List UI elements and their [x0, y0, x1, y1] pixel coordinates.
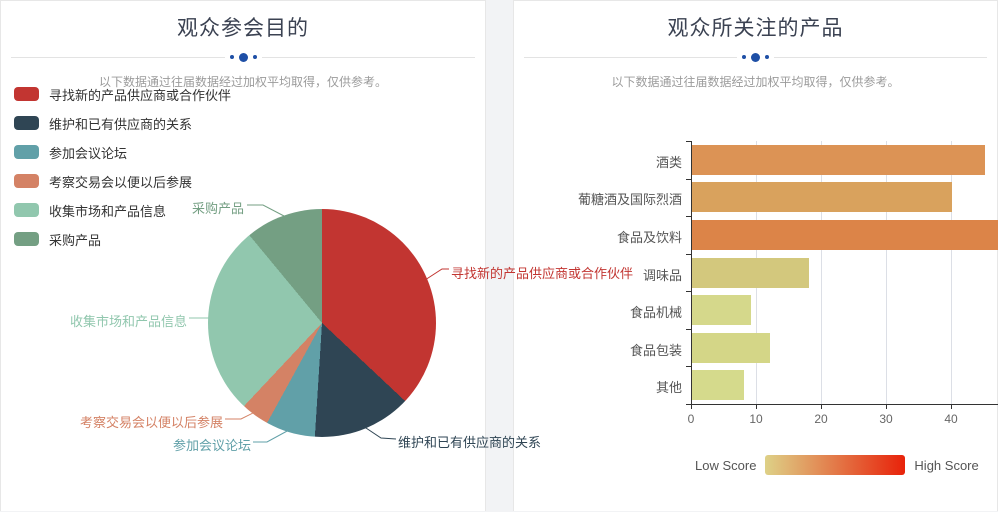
visual-map-high-label: High Score: [914, 457, 979, 473]
pie-panel: 观众参会目的 以下数据通过往届数据经过加权平均取得，仅供参考。 寻找新的产品供应…: [0, 0, 633, 511]
x-tick-label-0: 0: [687, 412, 695, 426]
divider-dot-small-left: [229, 55, 234, 59]
y-tick-4: [686, 291, 691, 293]
bar-1[interactable]: [692, 182, 952, 213]
legend-item-0[interactable]: 寻找新的产品供应商或合作伙伴: [14, 87, 232, 103]
x-tick-0: [691, 404, 692, 409]
legend-item-5[interactable]: 采购产品: [14, 232, 231, 248]
pie-label-line-1: [362, 425, 397, 440]
divider-dot-large: [751, 52, 760, 62]
bar-panel-title: 观众所关注的产品: [667, 17, 844, 40]
bar-6[interactable]: [692, 370, 744, 401]
x-tick-label-40: 40: [944, 412, 958, 426]
legend-label: 考察交易会以便以后参展: [49, 174, 193, 190]
y-tick-2: [686, 216, 691, 218]
divider-dot-small-right: [252, 55, 257, 59]
divider-dot-small-right: [765, 55, 769, 59]
divider-rule-right: [774, 56, 987, 58]
pie-slice-label-4: 收集市场和产品信息: [69, 314, 187, 329]
title-divider: [524, 52, 987, 62]
bar-panel-subtitle: 以下数据通过往届数据经过加权平均取得，仅供参考。: [611, 75, 900, 89]
bar-panel: 观众所关注的产品 以下数据通过往届数据经过加权平均取得，仅供参考。 0 10 20 3…: [513, 0, 998, 511]
pie-panel-title: 观众参会目的: [177, 17, 309, 40]
y-tick-6: [686, 366, 691, 368]
category-label-5: 食品包装: [629, 342, 682, 358]
bar-4[interactable]: [692, 295, 751, 326]
x-gridline-30: [886, 141, 887, 404]
visual-map-legend: Low Score High Score: [695, 455, 979, 475]
bar-0[interactable]: [692, 144, 985, 175]
legend-item-2[interactable]: 参加会议论坛: [14, 145, 231, 161]
legend-swatch: [14, 87, 39, 101]
legend-label: 采购产品: [49, 232, 102, 248]
x-axis-line: [691, 404, 998, 405]
bar-3[interactable]: [692, 257, 809, 288]
x-tick-30: [886, 404, 887, 409]
legend-swatch: [14, 174, 39, 188]
legend-label: 参加会议论坛: [49, 145, 128, 161]
divider-rule-right: [261, 56, 475, 58]
y-tick-7: [686, 404, 691, 405]
y-tick-0: [686, 141, 691, 142]
category-label-3: 调味品: [642, 267, 682, 283]
x-tick-10: [756, 404, 757, 409]
legend-item-1[interactable]: 维护和已有供应商的关系: [14, 116, 231, 132]
pie-panel-subtitle: 以下数据通过往届数据经过加权平均取得，仅供参考。: [98, 75, 387, 89]
y-tick-1: [686, 178, 691, 180]
pie-slice-label-3: 考察交易会以便以后参展: [79, 415, 223, 430]
category-label-1: 葡糖酒及国际烈酒: [577, 192, 682, 208]
x-tick-label-20: 20: [814, 412, 828, 426]
divider-dot-large: [238, 52, 248, 62]
divider-dot-small-left: [742, 55, 746, 59]
bar-plot-area: 0 10 20 30 40 酒类葡糖酒及国际烈酒食品及饮料调味品食品机械食品包装其他: [514, 1, 998, 512]
x-gridline-40: [951, 141, 952, 404]
legend-swatch: [14, 145, 39, 159]
legend-swatch: [14, 116, 39, 130]
y-axis-line: [691, 141, 692, 404]
category-label-4: 食品机械: [629, 305, 682, 321]
pie-label-line-2: [253, 429, 290, 443]
legend-item-3[interactable]: 考察交易会以便以后参展: [14, 174, 231, 190]
category-label-6: 其他: [655, 380, 682, 396]
visual-map-gradient-bar[interactable]: [765, 455, 906, 475]
pie-chart[interactable]: [208, 209, 436, 437]
pie-legend: 寻找新的产品供应商或合作伙伴 维护和已有供应商的关系 参加会议论坛考察交易会以便以后…: [14, 87, 231, 261]
bar-2[interactable]: [692, 219, 998, 250]
title-divider: [11, 52, 475, 62]
pie-label-line-5: [247, 204, 285, 217]
visual-map-low-label: Low Score: [695, 457, 757, 473]
divider-rule-left: [11, 56, 225, 58]
category-label-2: 食品及饮料: [616, 229, 682, 245]
y-tick-5: [686, 328, 691, 330]
legend-label: 寻找新的产品供应商或合作伙伴: [49, 87, 232, 103]
pie-slice-label-2: 参加会议论坛: [172, 438, 251, 453]
x-gridline-20: [821, 141, 822, 404]
legend-label: 收集市场和产品信息: [49, 203, 167, 219]
legend-item-4[interactable]: 收集市场和产品信息: [14, 203, 231, 219]
x-tick-20: [821, 404, 822, 409]
legend-swatch: [14, 232, 39, 246]
x-tick-label-30: 30: [879, 412, 893, 426]
legend-label: 维护和已有供应商的关系: [49, 116, 193, 132]
category-label-0: 酒类: [655, 154, 682, 170]
y-tick-3: [686, 253, 691, 255]
x-tick-40: [951, 404, 952, 409]
pie-label-line-0: [424, 268, 449, 281]
legend-swatch: [14, 203, 39, 217]
divider-rule-left: [524, 56, 737, 58]
bar-5[interactable]: [692, 332, 770, 363]
x-tick-label-10: 10: [749, 412, 763, 426]
